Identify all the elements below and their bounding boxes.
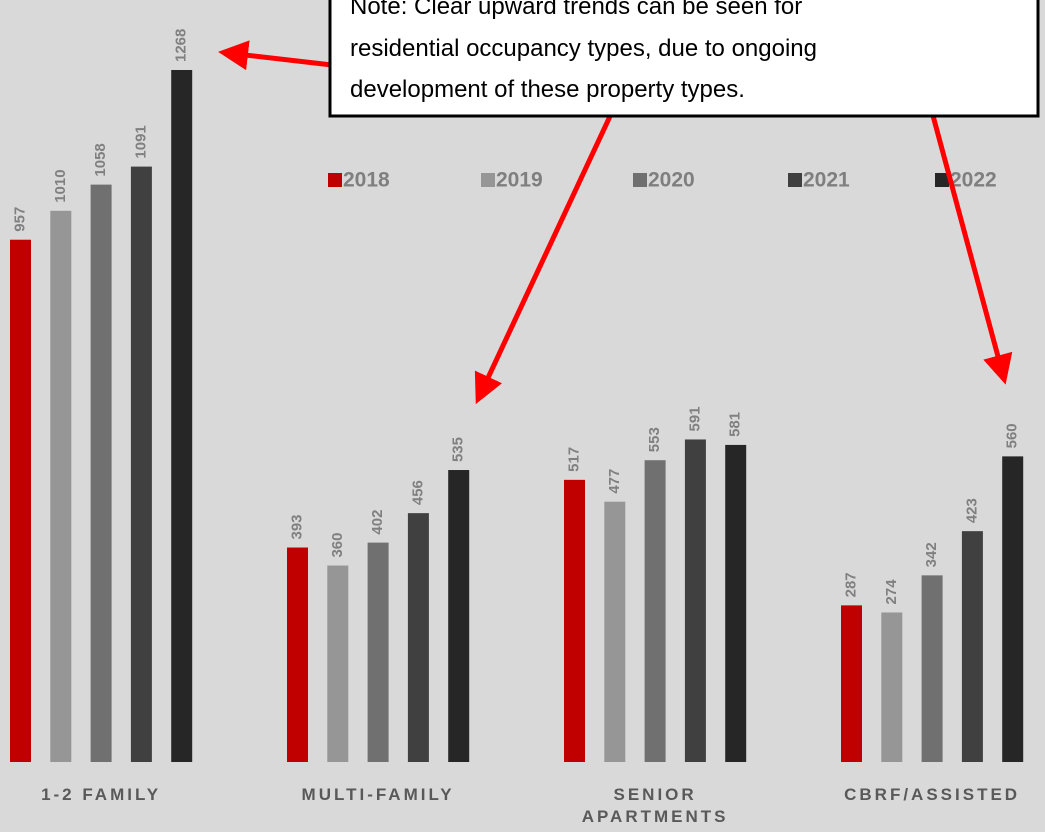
bar bbox=[684, 439, 706, 762]
annotation-box bbox=[328, 0, 1040, 118]
legend-label: 2022 bbox=[950, 169, 997, 192]
bar bbox=[10, 239, 31, 762]
data-label: 287 bbox=[842, 572, 859, 597]
data-label: 423 bbox=[963, 498, 980, 523]
bar bbox=[171, 70, 193, 762]
legend-swatch bbox=[328, 173, 342, 187]
x-tick-label: MULTI-FAMILY bbox=[301, 785, 455, 804]
bar bbox=[961, 531, 983, 762]
bar bbox=[90, 184, 112, 762]
x-tick-label: SENIOR APARTMENTS bbox=[581, 785, 729, 826]
x-tick-label: CBRF/ASSISTED bbox=[844, 785, 1021, 804]
data-label: 1091 bbox=[132, 125, 149, 158]
data-label: 1058 bbox=[92, 143, 109, 176]
data-label: 560 bbox=[1004, 423, 1021, 448]
bar bbox=[881, 612, 903, 762]
bar bbox=[287, 547, 308, 762]
x-tick-label: 1-2 FAMILY bbox=[41, 785, 162, 804]
data-label: 402 bbox=[369, 510, 386, 535]
bar bbox=[1002, 456, 1024, 762]
data-label: 1010 bbox=[52, 169, 69, 202]
bar bbox=[50, 210, 72, 762]
data-label: 1268 bbox=[173, 29, 190, 62]
annotation-text: development of these property types. bbox=[350, 76, 745, 103]
arrow bbox=[929, 111, 1013, 385]
data-label: 360 bbox=[329, 533, 346, 558]
bar bbox=[564, 479, 585, 762]
legend: 2018 2019 2020 2021 2022 bbox=[328, 169, 997, 192]
data-label: 477 bbox=[606, 469, 623, 494]
data-label: 581 bbox=[727, 412, 744, 437]
data-label: 274 bbox=[883, 579, 900, 605]
data-label: 957 bbox=[11, 207, 28, 232]
legend-swatch bbox=[788, 173, 802, 187]
data-label: 517 bbox=[565, 447, 582, 472]
bar bbox=[130, 166, 152, 763]
data-label: 393 bbox=[288, 514, 305, 539]
bar bbox=[448, 470, 470, 762]
legend-label: 2019 bbox=[496, 169, 543, 192]
legend-swatch bbox=[481, 173, 495, 187]
bar bbox=[367, 542, 389, 762]
bar bbox=[644, 460, 666, 762]
data-label: 591 bbox=[686, 406, 703, 431]
bar bbox=[725, 444, 747, 762]
arrow bbox=[474, 110, 615, 405]
annotation-text: residential occupancy types, due to ongo… bbox=[350, 35, 817, 62]
bar bbox=[604, 501, 626, 762]
bar bbox=[921, 575, 943, 762]
data-label: 456 bbox=[409, 480, 426, 505]
legend-label: 2020 bbox=[648, 169, 695, 192]
bars: 957 1010 1058 1091 1268 393 360 402 456 535 517 477… bbox=[10, 29, 1024, 763]
legend-swatch bbox=[633, 173, 647, 187]
legend-label: 2021 bbox=[803, 169, 850, 192]
data-label: 342 bbox=[923, 542, 940, 567]
legend-label: 2018 bbox=[343, 169, 390, 192]
bar bbox=[841, 605, 862, 762]
bar bbox=[407, 513, 429, 762]
data-label: 553 bbox=[646, 427, 663, 452]
arrow bbox=[218, 40, 333, 71]
annotation-text: Note: Clear upward trends can be seen fo… bbox=[350, 0, 802, 20]
data-label: 535 bbox=[450, 437, 467, 462]
legend-swatch bbox=[935, 173, 949, 187]
bar bbox=[327, 565, 349, 762]
